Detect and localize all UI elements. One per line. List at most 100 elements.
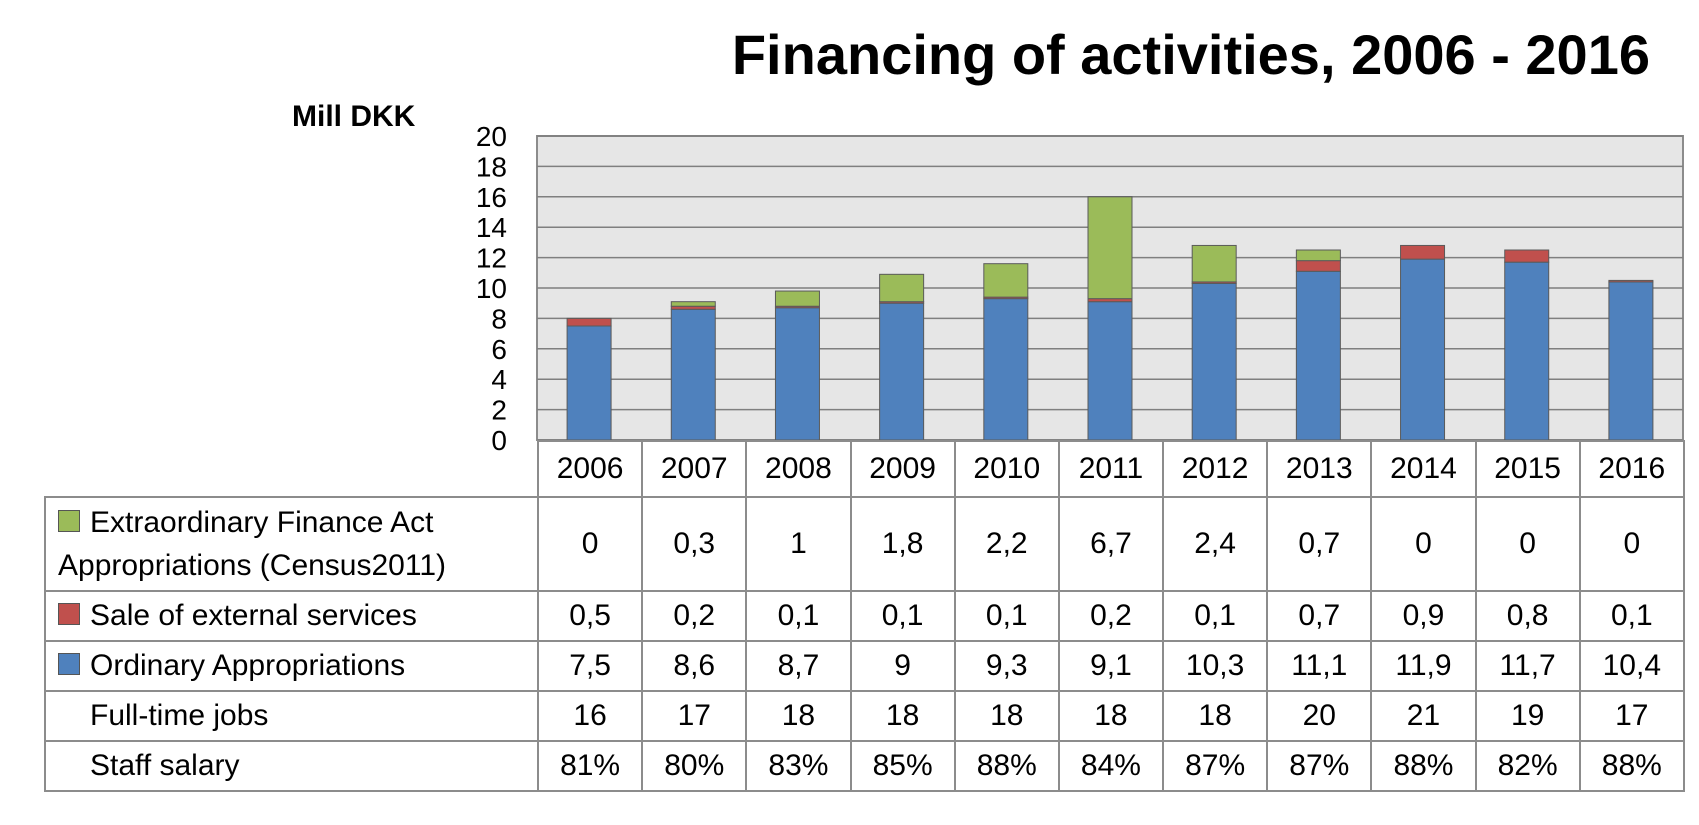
y-tick-label: 0: [491, 425, 507, 456]
data-label: 87%: [1162, 740, 1269, 792]
bar-segment-extraordinary-2008: [774, 290, 820, 307]
data-label: 18: [953, 690, 1060, 742]
data-label: 0,2: [1057, 590, 1165, 642]
legend-label: Sale of external services: [90, 599, 417, 632]
data-label: 0,9: [1370, 590, 1477, 642]
data-label: 10,3: [1162, 640, 1269, 692]
data-label: 0: [1474, 496, 1581, 592]
y-axis-label: Mill DKK: [292, 100, 416, 133]
data-label: 0,1: [953, 590, 1060, 642]
data-label: 21: [1370, 690, 1477, 742]
bar-segment-ordinary-2006: [566, 325, 612, 441]
y-tick-label: 10: [476, 273, 507, 304]
data-label: 87%: [1266, 740, 1373, 792]
data-label: 0,8: [1474, 590, 1581, 642]
data-label: 0,1: [745, 590, 852, 642]
data-label: 88%: [1370, 740, 1477, 792]
data-label: 88%: [1578, 740, 1685, 792]
data-label: 11,9: [1370, 640, 1477, 692]
data-label: 0: [536, 496, 644, 592]
data-label: 6,7: [1057, 496, 1165, 592]
data-label: 1,8: [849, 496, 956, 592]
table-row: Sale of external services 0,5 0,2 0,1 0,1 0,1…: [44, 590, 1685, 642]
bar-segment-ordinary-2015: [1504, 261, 1550, 441]
data-label: 83%: [745, 740, 852, 792]
data-label: 11,7: [1474, 640, 1581, 692]
data-label: 17: [1578, 690, 1685, 742]
x-tick-label: 2010: [953, 440, 1060, 498]
data-label: 9,1: [1057, 640, 1165, 692]
legend-entry: Staff salary: [44, 740, 539, 792]
data-label: 82%: [1474, 740, 1581, 792]
table-row: Ordinary Appropriations 7,5 8,6 8,7 9 9,3 9,1 1…: [44, 640, 1685, 692]
bar-segment-ordinary-2009: [879, 302, 925, 441]
bars: [566, 196, 1654, 441]
y-tick-label: 2: [491, 395, 507, 426]
y-tick-label: 16: [476, 182, 507, 213]
x-tick-label: 2016: [1578, 440, 1685, 498]
data-label: 8,7: [745, 640, 852, 692]
data-label: 19: [1474, 690, 1581, 742]
data-label: 20: [1266, 690, 1373, 742]
x-tick-label: 2014: [1370, 440, 1477, 498]
data-label: 2,4: [1162, 496, 1269, 592]
data-label: 0,2: [641, 590, 748, 642]
bar-segment-sale-2015: [1504, 249, 1550, 263]
data-label: 9,3: [953, 640, 1060, 692]
data-label: 16: [536, 690, 644, 742]
x-tick-label: 2007: [641, 440, 748, 498]
data-label: 80%: [641, 740, 748, 792]
y-tick-label: 8: [491, 303, 507, 334]
data-label: 10,4: [1578, 640, 1685, 692]
table-corner: [45, 441, 538, 497]
bar-segment-sale-2013: [1295, 260, 1341, 272]
legend-label: Full-time jobs: [90, 699, 269, 732]
data-label: 88%: [953, 740, 1060, 792]
table-header-row: 2006 2007 2008 2009 2010 2011 2012 2013 2014 2015…: [45, 440, 1685, 498]
x-tick-label: 2009: [849, 440, 956, 498]
y-tick-label: 14: [476, 212, 507, 243]
legend-swatch: [58, 603, 80, 626]
legend-entry: Ordinary Appropriations: [44, 640, 539, 692]
legend-swatch: [58, 510, 80, 533]
data-label: 0,7: [1266, 590, 1373, 642]
bar-segment-extraordinary-2011: [1087, 196, 1133, 300]
data-label: 0: [1578, 496, 1685, 592]
data-label: 9: [849, 640, 956, 692]
x-tick-label: 2008: [745, 440, 852, 498]
data-label: 0,1: [1162, 590, 1269, 642]
chart-title: Financing of activities, 2006 - 2016: [731, 23, 1650, 86]
bar-segment-ordinary-2012: [1191, 282, 1237, 441]
y-tick-label: 20: [476, 121, 507, 152]
data-label: 17: [641, 690, 748, 742]
bar-segment-ordinary-2013: [1295, 270, 1341, 441]
legend-label: Extraordinary Finance Act Appropriations…: [58, 506, 446, 582]
bar-segment-ordinary-2016: [1608, 281, 1654, 441]
data-label: 1: [745, 496, 852, 592]
x-tick-label: 2011: [1057, 440, 1165, 498]
legend-swatch: [58, 653, 80, 676]
data-label: 18: [849, 690, 956, 742]
y-tick-label: 6: [491, 334, 507, 365]
bar-segment-sale-2016: [1608, 279, 1654, 283]
data-label: 8,6: [641, 640, 748, 692]
x-tick-label: 2012: [1162, 440, 1269, 498]
x-tick-label: 2015: [1474, 440, 1581, 498]
legend-entry: Sale of external services: [44, 590, 539, 642]
table-row: Staff salary 81% 80% 83% 85% 88% 84% 87% 87% 88% 8…: [44, 740, 1685, 792]
data-label: 7,5: [536, 640, 644, 692]
bar-segment-extraordinary-2013: [1295, 249, 1341, 262]
bar-segment-extraordinary-2012: [1191, 244, 1237, 283]
data-label: 2,2: [953, 496, 1060, 592]
bar-segment-ordinary-2007: [670, 308, 716, 441]
bar-segment-sale-2014: [1400, 244, 1446, 260]
y-tick-label: 18: [476, 151, 507, 182]
x-tick-label: 2013: [1266, 440, 1373, 498]
data-label: 18: [1162, 690, 1269, 742]
bar-segment-ordinary-2008: [774, 307, 820, 441]
data-label: 84%: [1057, 740, 1165, 792]
bar-segment-extraordinary-2007: [670, 301, 716, 307]
bar-segment-ordinary-2010: [983, 298, 1029, 441]
